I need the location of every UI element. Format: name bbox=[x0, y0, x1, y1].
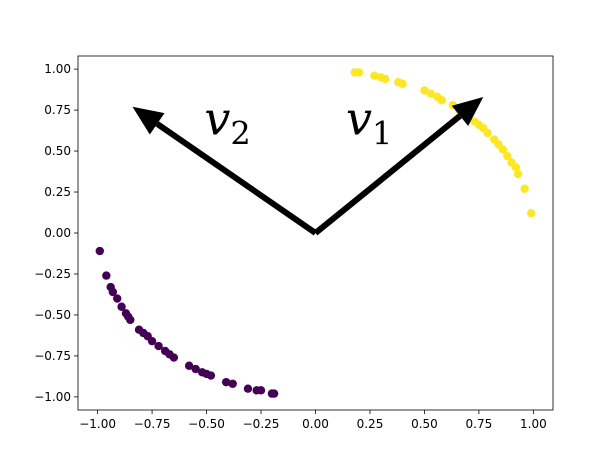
point bbox=[221, 377, 231, 387]
point bbox=[126, 315, 135, 325]
arrow-shaft bbox=[313, 113, 462, 236]
point bbox=[381, 74, 390, 84]
point bbox=[420, 86, 429, 95]
point bbox=[503, 151, 512, 161]
y-tick-label: −0.50 bbox=[34, 308, 71, 322]
y-tick-label: −0.75 bbox=[34, 349, 71, 363]
point bbox=[113, 294, 122, 303]
point bbox=[117, 302, 126, 311]
x-tick-label: −0.25 bbox=[243, 417, 280, 431]
x-tick-label: 0.00 bbox=[302, 417, 329, 431]
point bbox=[169, 353, 179, 362]
point bbox=[498, 145, 508, 154]
point bbox=[483, 128, 492, 138]
vector-label: v1 bbox=[346, 92, 392, 153]
point bbox=[228, 379, 237, 388]
point bbox=[437, 96, 447, 105]
vector-subscript: 2 bbox=[230, 115, 250, 153]
vector-name: v bbox=[346, 92, 372, 146]
vector-name: v bbox=[204, 92, 230, 146]
point bbox=[398, 79, 407, 89]
x-tick-label: −0.50 bbox=[188, 417, 225, 431]
y-tick-label: 0.50 bbox=[44, 144, 71, 158]
point bbox=[243, 384, 253, 393]
arrow-head bbox=[132, 106, 165, 135]
point bbox=[147, 336, 157, 346]
point bbox=[102, 271, 111, 280]
point bbox=[511, 163, 521, 172]
x-tick-label: 1.00 bbox=[520, 417, 547, 431]
y-tick-label: −1.00 bbox=[34, 390, 71, 404]
point bbox=[95, 246, 104, 256]
point bbox=[108, 287, 118, 297]
point bbox=[354, 68, 364, 77]
y-tick-label: −0.25 bbox=[34, 267, 71, 281]
point bbox=[206, 371, 216, 380]
vector-label: v2 bbox=[204, 92, 250, 153]
arrow-shaft bbox=[155, 121, 318, 236]
point bbox=[513, 169, 523, 179]
point bbox=[426, 89, 436, 98]
x-tick-label: 0.50 bbox=[411, 417, 438, 431]
point bbox=[191, 364, 200, 374]
point bbox=[520, 184, 529, 193]
point bbox=[154, 341, 163, 351]
vector-subscript: 1 bbox=[372, 115, 392, 153]
x-tick-label: 0.75 bbox=[466, 417, 493, 431]
arrow-head bbox=[451, 96, 484, 126]
x-tick-label: −0.75 bbox=[134, 417, 171, 431]
x-tick-label: −1.00 bbox=[79, 417, 116, 431]
y-tick-label: 0.00 bbox=[44, 226, 71, 240]
point bbox=[370, 71, 379, 80]
y-tick-label: 1.00 bbox=[44, 62, 71, 76]
y-tick-label: 0.75 bbox=[44, 103, 71, 117]
point bbox=[256, 386, 266, 395]
x-tick-label: 0.25 bbox=[357, 417, 384, 431]
y-tick-label: 0.25 bbox=[44, 185, 71, 199]
point bbox=[184, 361, 194, 370]
point bbox=[269, 389, 279, 398]
point bbox=[527, 209, 536, 218]
